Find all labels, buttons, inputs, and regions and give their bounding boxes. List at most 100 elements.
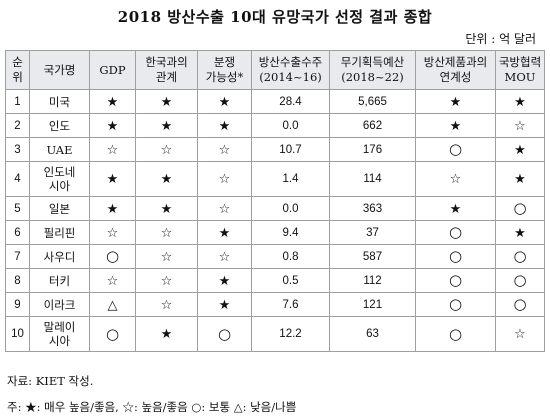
cell-conflict: ○ xyxy=(197,316,252,352)
header-text: 방산수출수주 xyxy=(258,55,323,69)
outline-star-icon: ☆ xyxy=(106,142,119,158)
cell-country: 이라크 xyxy=(29,292,90,317)
filled-star-icon: ★ xyxy=(106,172,119,187)
table-row: 8 터키 ☆ ☆ ★ 0.5 112 ○ ○ xyxy=(5,268,545,293)
cell-conflict: ☆ xyxy=(197,196,252,221)
cell-rank: 10 xyxy=(5,316,30,352)
cell-export: 12.2 xyxy=(251,316,330,352)
header-country: 국가명 xyxy=(29,50,90,90)
cell-relation: ★ xyxy=(135,89,198,114)
outline-star-icon: ☆ xyxy=(160,249,173,265)
cell-mou: ○ xyxy=(495,268,545,293)
cell-gdp: ☆ xyxy=(89,137,136,162)
filled-star-icon: ★ xyxy=(218,94,231,110)
country-name: 인도 xyxy=(48,118,71,133)
cell-link: ○ xyxy=(415,220,496,245)
outline-star-icon: ☆ xyxy=(160,225,173,241)
cell-country: 필리핀 xyxy=(29,220,90,245)
country-name: 필리핀 xyxy=(43,225,76,240)
header-text: MOU xyxy=(504,70,536,84)
cell-relation: ★ xyxy=(135,161,198,197)
filled-star-icon: ★ xyxy=(449,118,462,134)
header-conflict: 분쟁 가능성* xyxy=(197,50,252,90)
outline-star-icon: ☆ xyxy=(218,172,231,187)
outline-star-icon: ☆ xyxy=(106,225,119,241)
cell-budget: 37 xyxy=(329,220,416,245)
filled-star-icon: ★ xyxy=(160,327,173,342)
filled-star-icon: ★ xyxy=(218,118,231,134)
outline-star-icon: ☆ xyxy=(514,327,526,342)
cell-country: 인도 xyxy=(29,113,90,138)
cell-budget: 587 xyxy=(329,244,416,269)
header-gdp: GDP xyxy=(89,50,136,90)
cell-gdp: ★ xyxy=(89,161,136,197)
cell-conflict: ☆ xyxy=(197,161,252,197)
header-relation: 한국과의 관계 xyxy=(135,50,198,90)
header-text: GDP xyxy=(99,62,126,77)
cell-export: 0.0 xyxy=(251,196,330,221)
cell-mou: ☆ xyxy=(495,316,545,352)
country-name: 미국 xyxy=(48,94,71,109)
cell-export: 10.7 xyxy=(251,137,330,162)
header-text: 국방협력 xyxy=(498,55,542,69)
circle-icon: ○ xyxy=(513,199,527,217)
source-note: 자료: KIET 작성. xyxy=(7,374,94,388)
table-header-row: 순 위 국가명 GDP 한국과의 관계 분쟁 가능성* 방산수출수주 (2014~16) 무기획득예… xyxy=(5,50,545,90)
cell-conflict: ★ xyxy=(197,292,252,317)
cell-conflict: ★ xyxy=(197,89,252,114)
cell-link: ★ xyxy=(415,113,496,138)
cell-conflict: ★ xyxy=(197,113,252,138)
circle-icon: ○ xyxy=(105,324,120,343)
circle-icon: ○ xyxy=(448,271,463,289)
filled-star-icon: ★ xyxy=(449,94,462,110)
filled-star-icon: ★ xyxy=(106,118,119,134)
circle-icon: ○ xyxy=(448,223,463,241)
header-text: (2014~16) xyxy=(259,70,322,84)
header-text: 순 xyxy=(12,55,23,69)
circle-icon: ○ xyxy=(105,247,120,265)
table-row: 7 사우디 ○ ☆ ☆ 0.8 587 ○ ○ xyxy=(5,244,545,269)
cell-link: ☆ xyxy=(415,161,496,197)
filled-star-icon: ★ xyxy=(514,225,526,241)
country-name: 시아 xyxy=(48,334,71,348)
header-text: 가능성 xyxy=(205,70,238,84)
outline-star-icon: ☆ xyxy=(160,142,173,158)
cell-relation: ☆ xyxy=(135,244,198,269)
cell-budget: 63 xyxy=(329,316,416,352)
header-mark: * xyxy=(237,70,244,84)
circle-icon: ○ xyxy=(448,140,463,158)
header-text: 분쟁 xyxy=(213,55,236,69)
cell-export: 9.4 xyxy=(251,220,330,245)
cell-mou: ○ xyxy=(495,292,545,317)
circle-icon: ○ xyxy=(217,324,232,343)
filled-star-icon: ★ xyxy=(218,273,231,289)
filled-star-icon: ★ xyxy=(514,172,526,187)
filled-star-icon: ★ xyxy=(160,172,173,187)
cell-conflict: ★ xyxy=(197,268,252,293)
cell-gdp: △ xyxy=(89,292,136,317)
filled-star-icon: ★ xyxy=(218,225,231,241)
cell-budget: 112 xyxy=(329,268,416,293)
header-text: 위 xyxy=(12,70,23,84)
header-text: 연계성 xyxy=(439,70,472,84)
header-export: 방산수출수주 (2014~16) xyxy=(251,50,330,90)
cell-link: ○ xyxy=(415,268,496,293)
table-title: 2018 방산수출 10대 유망국가 선정 결과 종합 xyxy=(117,8,433,26)
header-text: 한국과의 xyxy=(145,55,188,69)
cell-export: 0.8 xyxy=(251,244,330,269)
cell-rank: 7 xyxy=(5,244,30,269)
triangle-icon: △ xyxy=(107,297,118,313)
cell-conflict: ☆ xyxy=(197,244,252,269)
cell-mou: ★ xyxy=(495,161,545,197)
outline-star-icon: ☆ xyxy=(160,273,173,289)
results-table: 순 위 국가명 GDP 한국과의 관계 분쟁 가능성* 방산수출수주 (2014~16) 무기획득예… xyxy=(5,50,545,352)
cell-relation: ☆ xyxy=(135,268,198,293)
cell-gdp: ○ xyxy=(89,244,136,269)
cell-gdp: ☆ xyxy=(89,268,136,293)
table-body: 1 미국 ★ ★ ★ 28.4 5,665 ★ ★ 2 인도 ★ ★ ★ 0.0 662 ★ ☆ 3 UAE ☆ ☆ ☆ 10… xyxy=(5,89,545,352)
cell-export: 28.4 xyxy=(251,89,330,114)
circle-icon: ○ xyxy=(513,271,527,289)
country-name: 시아 xyxy=(48,179,71,193)
cell-budget: 5,665 xyxy=(329,89,416,114)
cell-rank: 8 xyxy=(5,268,30,293)
